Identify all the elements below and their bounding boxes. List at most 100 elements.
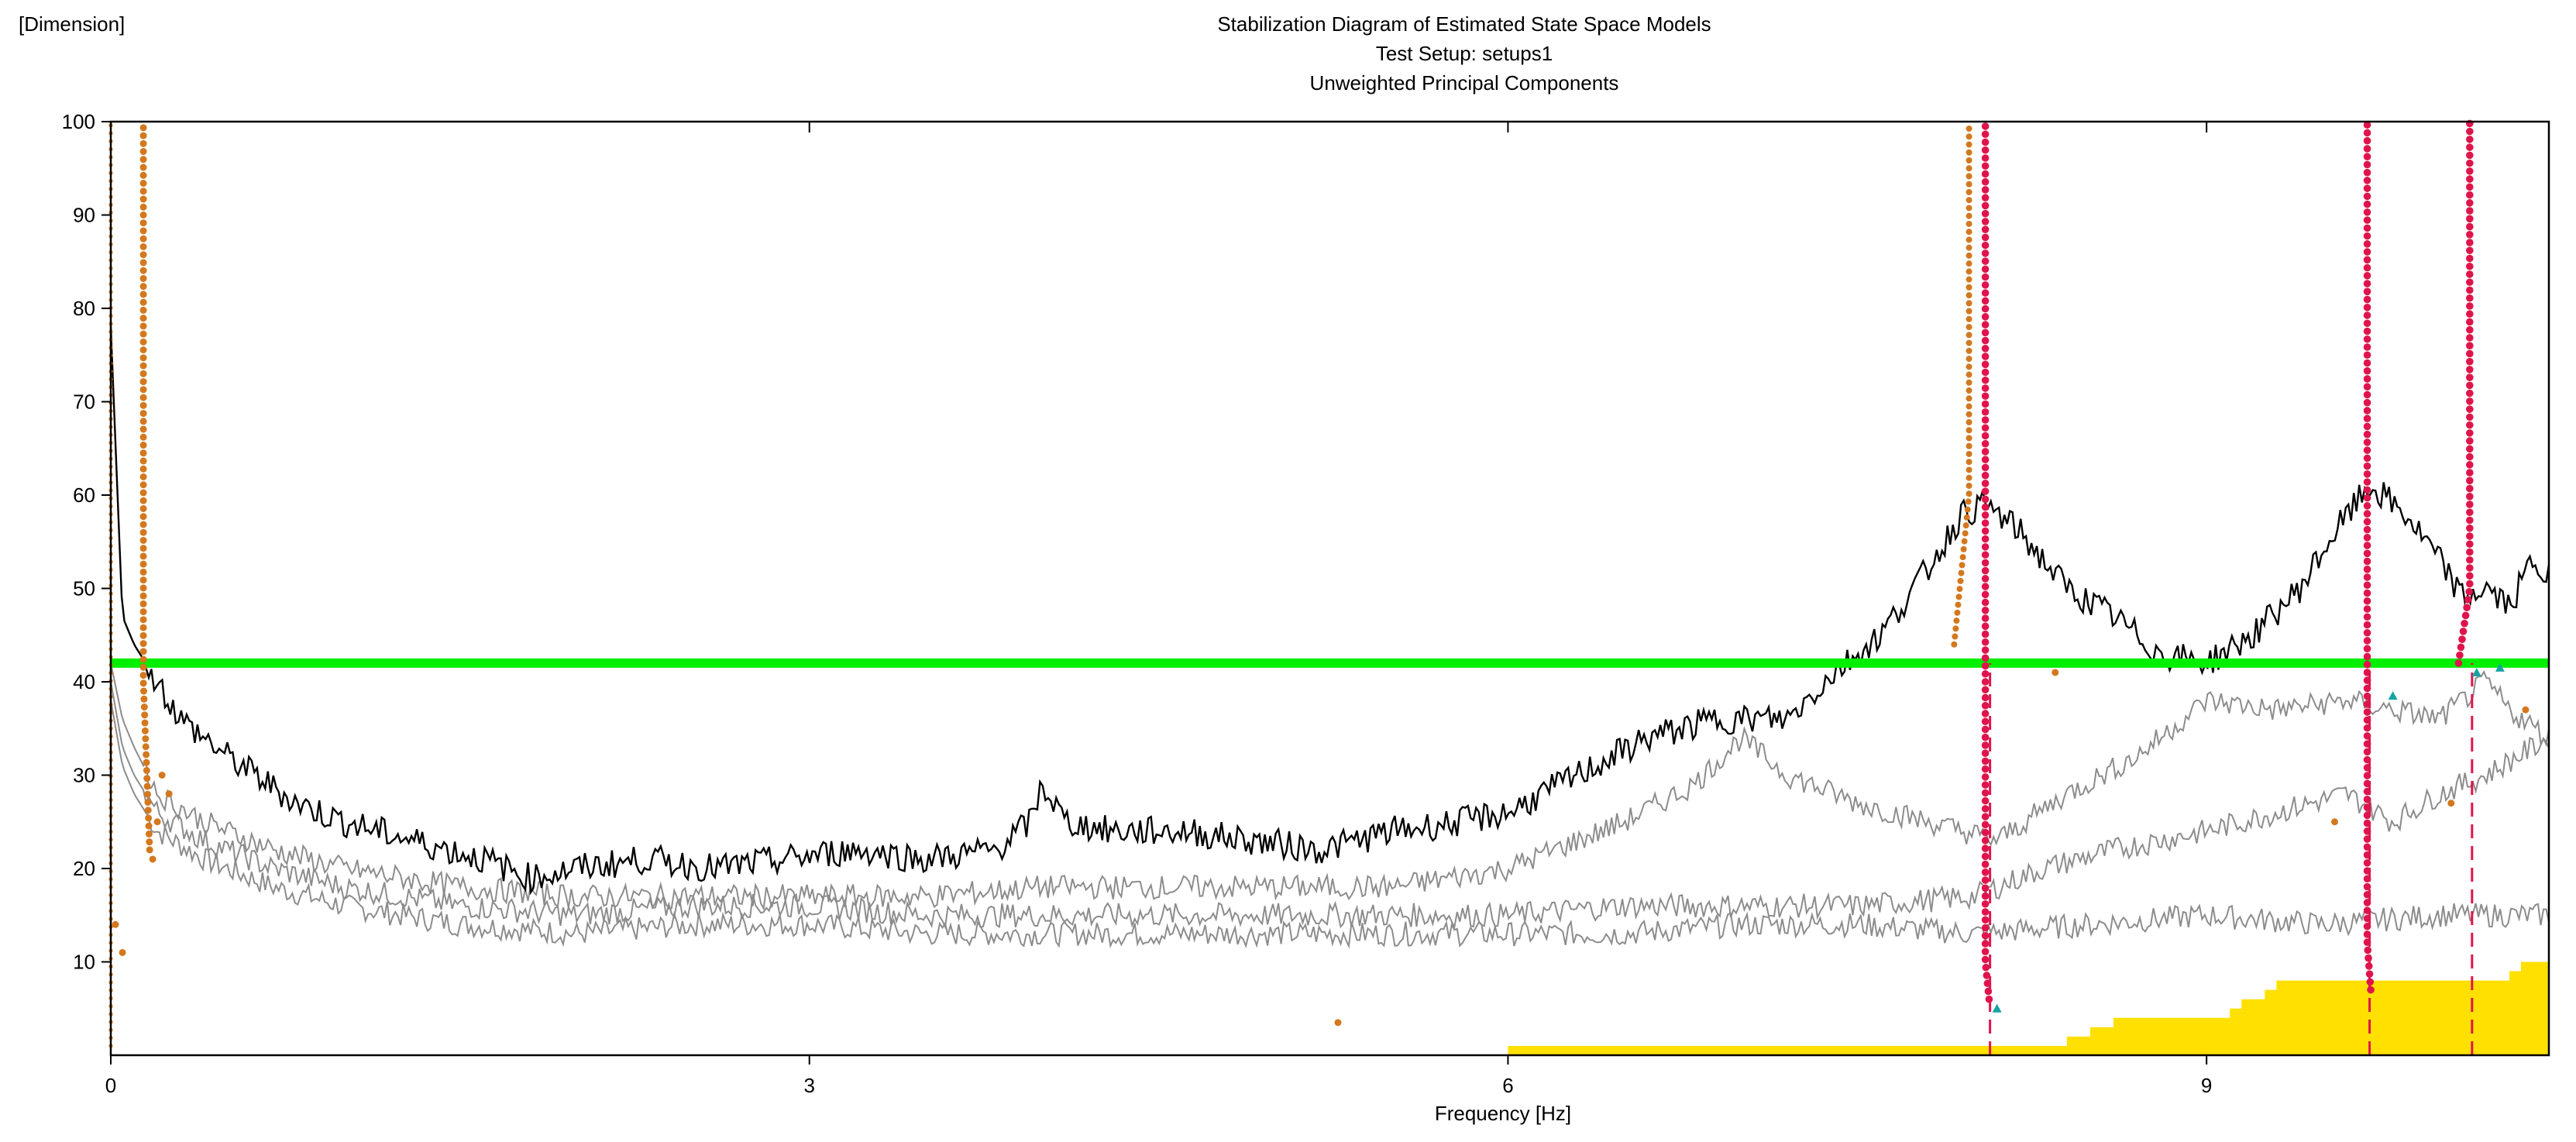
pole-stable (1981, 614, 1990, 622)
pole-unstable (1966, 284, 1972, 291)
y-tick-label: 10 (73, 951, 95, 974)
pole-stable (2363, 216, 2371, 224)
pole-stable (1981, 439, 1990, 448)
x-axis-label: Frequency [Hz] (1434, 1102, 1572, 1125)
pole-stable (1982, 963, 1990, 972)
pole-stable (2466, 532, 2474, 540)
x-tick-label: 9 (2201, 1074, 2212, 1097)
pole-unstable (1955, 601, 1962, 608)
pole-stable (1981, 527, 1990, 535)
x-tick-label: 3 (803, 1074, 814, 1097)
spectrum-line-4 (110, 700, 2550, 949)
pole-stable (2363, 890, 2371, 899)
pole-stable (1981, 186, 1990, 194)
pole-stable (2363, 605, 2371, 613)
pole-stable (2466, 397, 2474, 405)
pole-stable (1981, 678, 1990, 686)
pole-unstable (1966, 419, 1972, 426)
pole-unstable (1966, 212, 1972, 219)
pole-stable (1981, 813, 1990, 820)
pole-stable (1981, 638, 1990, 646)
pole-stable (2466, 373, 2474, 381)
pole-stable (2466, 325, 2474, 334)
pole-unstable (139, 243, 147, 250)
pole-stable (1981, 400, 1990, 408)
pole-stable (1983, 979, 1992, 988)
pole-stable (2363, 430, 2371, 439)
pole-stable (1981, 948, 1990, 956)
pole-unstable (139, 545, 147, 552)
pole-unstable (1966, 435, 1972, 442)
pole-stable (2363, 160, 2371, 169)
pole-stable (1981, 860, 1990, 869)
pole-stable (2363, 422, 2371, 431)
pole-stable (2363, 787, 2371, 796)
pole-stable (2363, 779, 2371, 788)
pole-unstable (139, 536, 147, 544)
pole-unstable (139, 497, 147, 504)
pole-stable (1981, 146, 1990, 154)
pole-stable (2363, 414, 2371, 422)
pole-unstable (139, 672, 147, 679)
pole-stable (1981, 630, 1990, 638)
pole-stable (2363, 906, 2371, 915)
pole-stable (2466, 278, 2474, 287)
pole-unstable (1966, 315, 1972, 322)
pole-stable (1981, 154, 1990, 162)
pole-stable (2466, 159, 2474, 167)
pole-stable (1981, 201, 1990, 210)
pole-unstable (139, 640, 147, 648)
pole-stable (2466, 556, 2474, 564)
pole-unstable (143, 775, 151, 783)
pole-stable (2363, 232, 2371, 240)
pole-stable (2364, 954, 2372, 962)
pole-stable (2363, 676, 2371, 684)
pole-unstable (145, 814, 153, 822)
pole-unstable (139, 521, 147, 528)
pole-unstable (1960, 545, 1967, 552)
pole-stable (2363, 669, 2371, 676)
pole-stable (2466, 143, 2474, 151)
pole-stable (1981, 535, 1990, 543)
chart-title: Stabilization Diagram of Estimated State… (1217, 12, 1711, 36)
chart-subtitle-setup: Test Setup: setups1 (1375, 42, 1553, 65)
pole-unstable (1952, 633, 1959, 640)
pole-unstable (139, 457, 147, 465)
pole-unstable (140, 687, 148, 695)
pole-stable (1981, 899, 1990, 908)
pole-unstable (139, 465, 147, 473)
pole-stable (1981, 495, 1990, 504)
pole-stable (2466, 199, 2474, 207)
pole-stable (1981, 543, 1990, 551)
spectrum-line-2 (110, 662, 2550, 911)
pole-stable (2466, 366, 2474, 373)
pole-stable (2461, 619, 2468, 628)
pole-stable (1981, 345, 1990, 353)
pole-unstable (1966, 292, 1972, 299)
pole-stable (2363, 168, 2371, 177)
pole-unstable (158, 772, 166, 779)
pole-unstable (141, 727, 149, 734)
pole-stable (1981, 281, 1990, 289)
pole-stable (1981, 448, 1990, 456)
pole-stable (2466, 342, 2474, 350)
pole-unstable (1966, 205, 1972, 212)
y-tick-label: 20 (73, 857, 95, 880)
pole-unstable (139, 410, 147, 418)
pole-unstable (1966, 229, 1972, 236)
pole-stable (1981, 122, 1990, 130)
pole-stable (1981, 194, 1990, 202)
pole-unstable (149, 855, 156, 863)
pole-stable (2363, 708, 2371, 716)
pole-stable (2466, 548, 2474, 556)
pole-unstable (139, 227, 147, 235)
pole-unstable (1966, 411, 1972, 418)
pole-stable (2466, 461, 2474, 469)
pole-stable (1981, 559, 1990, 567)
pole-stable (1981, 789, 1990, 797)
pole-stable (2363, 224, 2371, 232)
pole-stable (1981, 924, 1990, 932)
pole-unstable (1966, 220, 1972, 227)
pole-stable (2363, 724, 2371, 732)
pole-stable (1981, 408, 1990, 416)
